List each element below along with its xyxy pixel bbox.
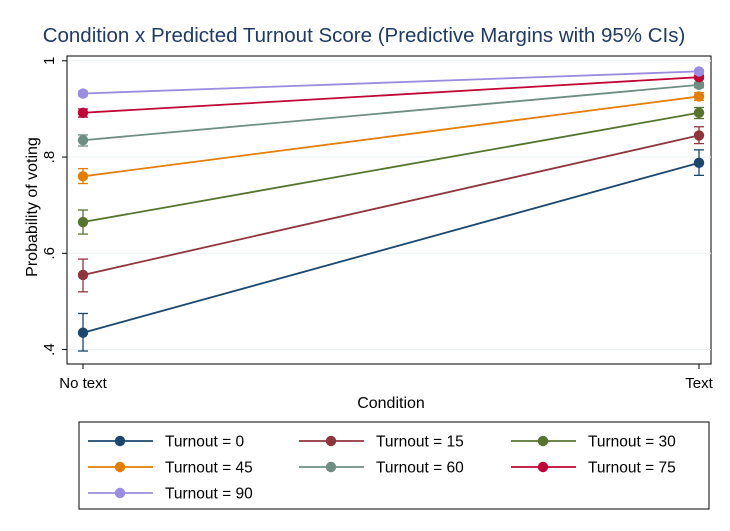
series-2 xyxy=(77,126,705,293)
data-point xyxy=(77,327,89,338)
legend-label: Turnout = 0 xyxy=(165,434,245,451)
y-tick-label: 1 xyxy=(41,57,58,65)
data-point xyxy=(77,88,89,99)
data-point xyxy=(77,216,89,228)
legend-marker xyxy=(114,461,126,473)
series-3 xyxy=(77,106,705,235)
x-tick-label: No text xyxy=(59,375,107,392)
x-axis-title: Condition xyxy=(357,395,425,412)
gridlines xyxy=(67,60,711,351)
data-point xyxy=(77,269,89,281)
axes: .4 .6 .8 1 No text Text xyxy=(41,56,714,392)
series-5 xyxy=(77,79,705,147)
plot-area xyxy=(66,55,712,365)
series-7 xyxy=(77,66,705,99)
series-line xyxy=(82,70,700,95)
legend-item: Turnout = 30 xyxy=(511,434,676,451)
series-line xyxy=(82,134,700,276)
series-line xyxy=(82,76,700,114)
data-point xyxy=(77,107,89,118)
legend-item: Turnout = 60 xyxy=(299,460,464,477)
data-point xyxy=(693,107,705,118)
legend-label: Turnout = 75 xyxy=(588,460,676,477)
legend-label: Turnout = 30 xyxy=(588,434,676,451)
legend-item: Turnout = 0 xyxy=(88,434,245,451)
legend-marker xyxy=(537,461,549,473)
series-line xyxy=(82,83,700,142)
legend-marker xyxy=(325,461,337,473)
legend-item: Turnout = 45 xyxy=(88,460,253,477)
data-point xyxy=(77,135,89,146)
legend-item: Turnout = 75 xyxy=(511,460,676,477)
y-tick-label: .4 xyxy=(41,343,58,356)
legend-box xyxy=(78,421,710,510)
legend-label: Turnout = 60 xyxy=(376,460,464,477)
series-line xyxy=(82,161,700,334)
legend-marker xyxy=(325,435,337,447)
data-point xyxy=(693,157,705,169)
legend-item: Turnout = 15 xyxy=(299,434,464,451)
series-line xyxy=(82,111,700,223)
legend-item: Turnout = 90 xyxy=(88,486,253,503)
legend: Turnout = 0 Turnout = 15 Turnout = 30 Turno… xyxy=(78,421,710,510)
legend-label: Turnout = 15 xyxy=(376,434,464,451)
series-1 xyxy=(77,149,705,352)
data-point xyxy=(693,66,705,77)
legend-marker xyxy=(537,435,549,447)
series-line xyxy=(82,95,700,178)
data-point xyxy=(693,91,705,102)
data-point xyxy=(693,130,705,141)
chart-title: Condition x Predicted Turnout Score (Pre… xyxy=(43,24,686,47)
series-4 xyxy=(77,91,705,185)
x-tick-label: Text xyxy=(685,375,713,392)
legend-label: Turnout = 90 xyxy=(165,486,253,503)
legend-marker xyxy=(114,435,126,447)
data-point xyxy=(693,79,705,91)
series-group xyxy=(77,66,705,352)
legend-label: Turnout = 45 xyxy=(165,460,253,477)
data-point xyxy=(77,171,89,182)
legend-marker xyxy=(114,487,126,499)
plot-frame xyxy=(66,55,712,365)
y-tick-label: .8 xyxy=(41,151,58,164)
y-axis-title: Probability of voting xyxy=(24,137,41,277)
y-tick-label: .6 xyxy=(41,247,58,260)
